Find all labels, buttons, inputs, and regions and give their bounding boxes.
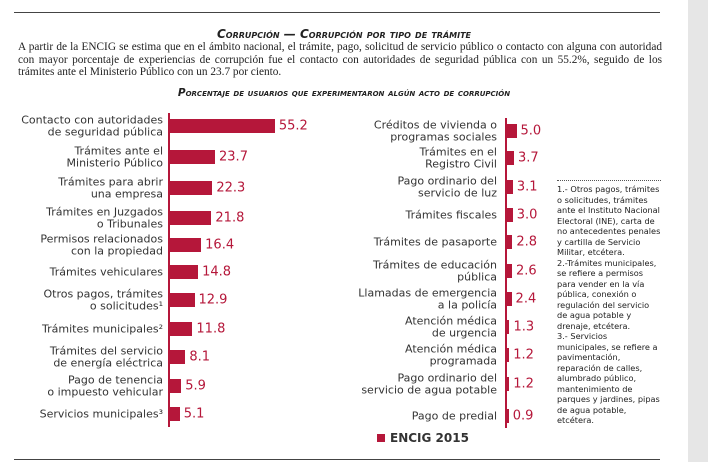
value-label: 5.9 xyxy=(185,378,206,394)
category-label: Trámites en el Registro Civil xyxy=(419,145,497,170)
category-label: Servicios municipales³ xyxy=(39,407,163,421)
footnote: 2.-Trámites municipales, se refiere a pe… xyxy=(557,257,657,331)
category-label: Contacto con autoridades de seguridad pú… xyxy=(21,113,163,138)
legend-label: ENCIG 2015 xyxy=(390,431,469,445)
value-label: 16.4 xyxy=(205,237,235,253)
bar xyxy=(507,235,513,249)
bar xyxy=(170,211,212,225)
bar xyxy=(170,407,180,421)
bar xyxy=(507,208,513,222)
category-label: Pago de tenencia o impuesto vehicular xyxy=(47,373,163,398)
category-label: Trámites del servicio de energía eléctri… xyxy=(49,344,163,369)
header-rule xyxy=(14,12,660,13)
value-label: 2.8 xyxy=(516,234,537,250)
category-label: Otros pagos, trámites o solicitudes¹ xyxy=(43,287,163,312)
value-label: 22.3 xyxy=(216,180,246,196)
bar xyxy=(170,379,182,393)
value-label: 5.1 xyxy=(183,406,205,422)
bar xyxy=(170,150,216,164)
bar xyxy=(507,377,510,391)
value-label: 23.7 xyxy=(219,149,248,165)
bar xyxy=(170,350,186,364)
value-label: 55.2 xyxy=(278,118,308,134)
category-label: Pago ordinario del servicio de luz xyxy=(397,174,497,199)
value-label: 8.1 xyxy=(189,349,211,365)
intro-paragraph: A partir de la ENCIG se estima que en el… xyxy=(18,41,662,78)
category-label: Trámites ante el Ministerio Público xyxy=(66,144,163,169)
category-label: Trámites municipales² xyxy=(42,322,163,336)
legend-swatch xyxy=(377,434,385,442)
bar xyxy=(170,322,193,336)
axis-line xyxy=(505,118,507,428)
value-label: 5.0 xyxy=(520,123,542,139)
category-label: Pago de predial xyxy=(411,409,497,423)
value-label: 14.8 xyxy=(202,264,232,280)
bar xyxy=(170,119,275,133)
category-label: Trámites para abrir una empresa xyxy=(58,175,163,200)
category-label: Pago ordinario del servicio de agua pota… xyxy=(361,371,497,396)
bar xyxy=(507,292,512,306)
value-label: 11.8 xyxy=(196,321,226,337)
bar xyxy=(507,409,509,423)
footer-rule xyxy=(14,459,660,460)
section-title: Corrupción — Corrupción por tipo de trám… xyxy=(216,27,472,41)
legend: ENCIG 2015 xyxy=(377,431,469,445)
category-label: Atención médica programada xyxy=(405,342,497,367)
category-label: Llamadas de emergencia a la policía xyxy=(358,286,497,311)
axis-line xyxy=(168,113,170,427)
value-label: 1.2 xyxy=(513,376,534,392)
category-label: Trámites en Juzgados o Tribunales xyxy=(46,205,163,230)
footnote: 3.- Servicios municipales, se refiere a … xyxy=(557,331,660,425)
bar xyxy=(507,320,510,334)
value-label: 3.7 xyxy=(518,150,539,166)
category-label: Permisos relacionados con la propiedad xyxy=(40,232,163,257)
bar xyxy=(507,264,512,278)
value-label: 3.0 xyxy=(516,207,538,223)
category-label: Créditos de vivienda o programas sociale… xyxy=(373,118,497,143)
bar xyxy=(170,181,213,195)
category-label: Atención médica de urgencia xyxy=(405,314,497,339)
footnote: 1.- Otros pagos, trámites o solicitudes,… xyxy=(557,184,661,257)
bar xyxy=(507,151,515,165)
category-label: Trámites fiscales xyxy=(405,208,497,222)
value-label: 12.9 xyxy=(198,292,228,308)
bar xyxy=(507,348,510,362)
bar xyxy=(170,238,202,252)
category-label: Trámites de pasaporte xyxy=(373,235,497,249)
value-label: 1.3 xyxy=(513,319,535,335)
bar xyxy=(170,265,199,279)
category-label: Trámites vehiculares xyxy=(49,265,163,279)
bar xyxy=(170,293,195,307)
chart-title: Porcentaje de usuarios que experimentaro… xyxy=(177,87,511,99)
value-label: 0.9 xyxy=(512,408,534,424)
value-label: 1.2 xyxy=(513,347,534,363)
value-label: 2.4 xyxy=(515,291,537,307)
value-label: 3.1 xyxy=(516,179,538,195)
bar xyxy=(507,124,517,138)
footnotes: 1.- Otros pagos, trámites o solicitudes,… xyxy=(557,180,661,426)
value-label: 2.6 xyxy=(515,263,537,279)
category-label: Trámites de educación pública xyxy=(372,258,497,283)
margin-strip xyxy=(688,0,708,462)
value-label: 21.8 xyxy=(215,210,245,226)
bar xyxy=(507,180,513,194)
